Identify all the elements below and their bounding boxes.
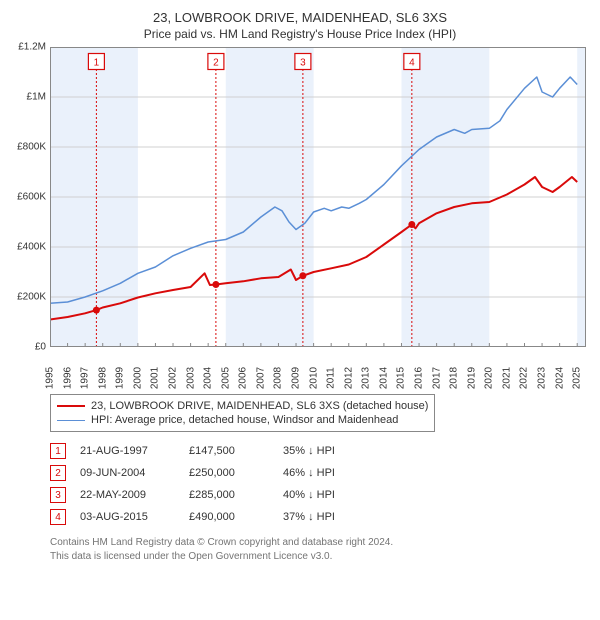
x-tick-label: 2018 <box>449 367 460 389</box>
x-tick-label: 2012 <box>343 367 354 389</box>
y-tick-label: £1M <box>27 92 46 103</box>
x-tick-label: 2006 <box>238 367 249 389</box>
x-tick-label: 2000 <box>132 367 143 389</box>
svg-text:3: 3 <box>300 58 306 69</box>
event-price: £250,000 <box>189 467 269 479</box>
x-tick-label: 2023 <box>537 367 548 389</box>
x-tick-label: 1996 <box>62 367 73 389</box>
x-tick-label: 2001 <box>150 367 161 389</box>
x-tick-label: 1999 <box>115 367 126 389</box>
chart-plot-area: £0£200K£400K£600K£800K£1M£1.2M 1234 <box>50 47 590 352</box>
event-marker-box: 3 <box>50 487 66 503</box>
event-hpi-delta: 37% ↓ HPI <box>283 511 335 523</box>
y-tick-label: £800K <box>17 142 46 153</box>
x-tick-label: 2022 <box>519 367 530 389</box>
svg-text:2: 2 <box>213 58 219 69</box>
x-tick-label: 2021 <box>501 367 512 389</box>
attribution-line-1: Contains HM Land Registry data © Crown c… <box>50 536 590 550</box>
event-price: £147,500 <box>189 445 269 457</box>
chart-legend: 23, LOWBROOK DRIVE, MAIDENHEAD, SL6 3XS … <box>50 394 435 432</box>
x-tick-label: 2014 <box>378 367 389 389</box>
legend-swatch <box>57 405 85 407</box>
y-tick-label: £600K <box>17 192 46 203</box>
y-axis-labels: £0£200K£400K£600K£800K£1M£1.2M <box>10 47 48 347</box>
y-tick-label: £200K <box>17 292 46 303</box>
x-tick-label: 2016 <box>414 367 425 389</box>
attribution-text: Contains HM Land Registry data © Crown c… <box>50 536 590 563</box>
x-tick-label: 1995 <box>45 367 56 389</box>
event-date: 09-JUN-2004 <box>80 467 175 479</box>
legend-label: 23, LOWBROOK DRIVE, MAIDENHEAD, SL6 3XS … <box>91 400 428 412</box>
x-tick-label: 2007 <box>255 367 266 389</box>
x-tick-label: 2025 <box>572 367 583 389</box>
x-tick-label: 2020 <box>484 367 495 389</box>
y-tick-label: £1.2M <box>18 42 46 53</box>
event-row: 4 03-AUG-2015 £490,000 37% ↓ HPI <box>50 506 590 528</box>
x-tick-label: 2015 <box>396 367 407 389</box>
x-tick-label: 2008 <box>273 367 284 389</box>
x-tick-label: 1997 <box>80 367 91 389</box>
event-marker-box: 4 <box>50 509 66 525</box>
event-row: 1 21-AUG-1997 £147,500 35% ↓ HPI <box>50 440 590 462</box>
event-price: £285,000 <box>189 489 269 501</box>
x-tick-label: 2017 <box>431 367 442 389</box>
svg-text:1: 1 <box>94 58 100 69</box>
event-date: 21-AUG-1997 <box>80 445 175 457</box>
event-hpi-delta: 35% ↓ HPI <box>283 445 335 457</box>
legend-row: 23, LOWBROOK DRIVE, MAIDENHEAD, SL6 3XS … <box>57 399 428 413</box>
x-tick-label: 2003 <box>185 367 196 389</box>
x-axis-labels: 1995199619971998199920002001200220032004… <box>50 358 586 390</box>
event-hpi-delta: 40% ↓ HPI <box>283 489 335 501</box>
chart-subtitle: Price paid vs. HM Land Registry's House … <box>10 27 590 41</box>
x-tick-label: 2005 <box>220 367 231 389</box>
attribution-line-2: This data is licensed under the Open Gov… <box>50 550 590 564</box>
sale-events-table: 1 21-AUG-1997 £147,500 35% ↓ HPI 2 09-JUN-200… <box>50 440 590 528</box>
x-tick-label: 2010 <box>308 367 319 389</box>
chart-title-address: 23, LOWBROOK DRIVE, MAIDENHEAD, SL6 3XS <box>10 10 590 25</box>
x-tick-label: 1998 <box>97 367 108 389</box>
event-date: 22-MAY-2009 <box>80 489 175 501</box>
event-price: £490,000 <box>189 511 269 523</box>
event-row: 2 09-JUN-2004 £250,000 46% ↓ HPI <box>50 462 590 484</box>
event-date: 03-AUG-2015 <box>80 511 175 523</box>
legend-swatch <box>57 420 85 421</box>
legend-label: HPI: Average price, detached house, Wind… <box>91 414 398 426</box>
x-tick-label: 2013 <box>361 367 372 389</box>
x-tick-label: 2019 <box>466 367 477 389</box>
y-tick-label: £400K <box>17 242 46 253</box>
event-row: 3 22-MAY-2009 £285,000 40% ↓ HPI <box>50 484 590 506</box>
event-marker-box: 1 <box>50 443 66 459</box>
y-tick-label: £0 <box>35 342 46 353</box>
legend-row: HPI: Average price, detached house, Wind… <box>57 413 428 427</box>
x-tick-label: 2009 <box>291 367 302 389</box>
event-hpi-delta: 46% ↓ HPI <box>283 467 335 479</box>
x-tick-label: 2024 <box>554 367 565 389</box>
x-tick-label: 2011 <box>326 367 337 389</box>
x-tick-label: 2004 <box>203 367 214 389</box>
svg-text:4: 4 <box>409 58 415 69</box>
event-marker-box: 2 <box>50 465 66 481</box>
x-tick-label: 2002 <box>168 367 179 389</box>
chart-svg: 1 2 3 4 <box>50 47 586 347</box>
chart-container: 23, LOWBROOK DRIVE, MAIDENHEAD, SL6 3XS … <box>0 0 600 573</box>
